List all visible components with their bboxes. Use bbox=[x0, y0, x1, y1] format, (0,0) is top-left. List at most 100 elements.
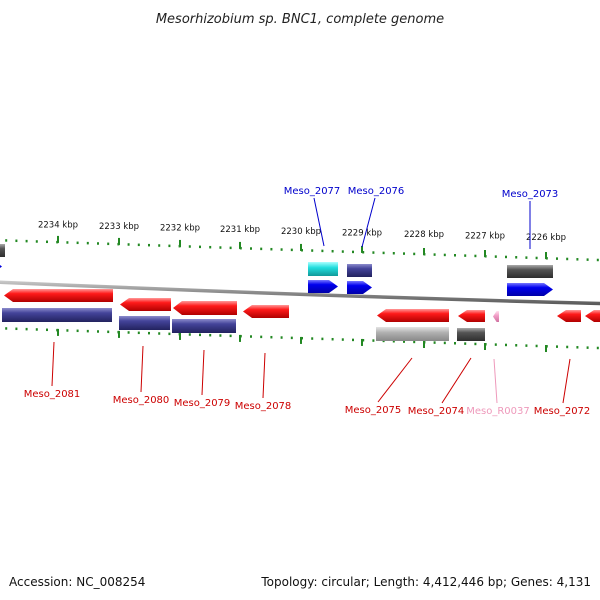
gene-feature bbox=[0, 244, 5, 257]
minor-tick bbox=[290, 336, 293, 340]
gene-label-meso-2081[interactable]: Meso_2081 bbox=[24, 389, 81, 400]
gene-label-meso-2076[interactable]: Meso_2076 bbox=[348, 186, 405, 197]
gene-feature bbox=[557, 310, 581, 322]
major-tick bbox=[361, 338, 363, 346]
minor-tick bbox=[372, 339, 375, 342]
major-tick bbox=[545, 252, 547, 260]
major-tick bbox=[423, 340, 425, 348]
minor-tick bbox=[566, 257, 569, 261]
minor-tick bbox=[362, 250, 365, 254]
minor-tick bbox=[5, 327, 8, 330]
outer-tick-row bbox=[5, 235, 599, 262]
gene-feature bbox=[585, 310, 600, 322]
major-tick bbox=[300, 336, 302, 344]
minor-tick bbox=[137, 243, 140, 247]
minor-tick bbox=[5, 239, 8, 242]
minor-tick bbox=[382, 251, 385, 255]
minor-tick bbox=[515, 256, 518, 259]
minor-tick bbox=[35, 240, 38, 243]
minor-tick bbox=[188, 333, 191, 336]
gene-label-meso-r0037[interactable]: Meso_R0037 bbox=[466, 406, 530, 417]
label-leader-line bbox=[51, 341, 55, 387]
major-tick bbox=[118, 237, 120, 245]
minor-tick bbox=[321, 249, 324, 253]
minor-tick bbox=[127, 243, 130, 246]
inner-tick-row bbox=[5, 327, 599, 353]
topology-text: Topology: circular; Length: 4,412,446 bp… bbox=[260, 575, 591, 589]
minor-tick bbox=[158, 244, 161, 247]
gene-label-meso-2072[interactable]: Meso_2072 bbox=[534, 406, 591, 417]
major-tick bbox=[239, 334, 241, 342]
minor-tick bbox=[362, 338, 365, 342]
minor-tick bbox=[127, 331, 130, 334]
minor-tick bbox=[403, 252, 405, 255]
minor-tick bbox=[392, 339, 395, 343]
minor-tick bbox=[505, 255, 507, 259]
major-tick bbox=[179, 239, 181, 247]
gene-label-meso-2073[interactable]: Meso_2073 bbox=[502, 189, 559, 200]
minor-tick bbox=[494, 343, 497, 346]
minor-tick bbox=[311, 337, 314, 340]
gene-label-meso-2074[interactable]: Meso_2074 bbox=[408, 406, 465, 417]
minor-tick bbox=[341, 338, 344, 341]
kbp-label: 2232 kbp bbox=[160, 224, 200, 234]
gene-feature bbox=[376, 327, 449, 341]
minor-tick bbox=[372, 251, 375, 254]
genome-backbone bbox=[0, 280, 600, 306]
minor-tick bbox=[250, 335, 252, 338]
gene-feature bbox=[347, 281, 372, 294]
minor-tick bbox=[586, 258, 589, 261]
gene-label-meso-2075[interactable]: Meso_2075 bbox=[345, 405, 402, 416]
minor-tick bbox=[515, 344, 518, 347]
kbp-label: 2227 kbp bbox=[465, 232, 505, 242]
map-title: Mesorhizobium sp. BNC1, complete genome bbox=[156, 12, 444, 27]
gene-feature bbox=[173, 301, 237, 315]
minor-tick bbox=[15, 239, 18, 243]
gene-feature bbox=[4, 289, 113, 302]
minor-tick bbox=[535, 256, 538, 260]
kbp-label: 2226 kbp bbox=[526, 233, 566, 243]
minor-tick bbox=[525, 344, 528, 347]
minor-tick bbox=[25, 327, 28, 331]
label-leader-line bbox=[140, 345, 144, 393]
minor-tick bbox=[66, 329, 69, 332]
gene-feature bbox=[243, 305, 289, 318]
minor-tick bbox=[494, 255, 497, 258]
minor-tick bbox=[76, 241, 79, 245]
minor-tick bbox=[352, 338, 354, 342]
minor-tick bbox=[464, 342, 467, 345]
minor-tick bbox=[566, 345, 569, 349]
minor-tick bbox=[199, 245, 201, 249]
label-leader-line bbox=[361, 197, 376, 248]
gene-feature bbox=[119, 316, 170, 330]
gene-labels: Meso_2077 Meso_2076 Meso_2073 Meso_2081 … bbox=[24, 186, 591, 417]
minor-tick bbox=[219, 334, 222, 337]
minor-tick bbox=[505, 343, 507, 347]
minor-tick bbox=[413, 252, 416, 256]
minor-tick bbox=[556, 257, 558, 260]
major-tick bbox=[57, 235, 59, 243]
gene-label-meso-2078[interactable]: Meso_2078 bbox=[235, 401, 292, 412]
minor-tick bbox=[474, 342, 477, 346]
gene-label-meso-2079[interactable]: Meso_2079 bbox=[174, 398, 231, 409]
minor-tick bbox=[596, 258, 599, 262]
minor-tick bbox=[15, 327, 18, 331]
minor-tick bbox=[270, 335, 273, 339]
major-tick bbox=[239, 241, 241, 249]
label-leader-line bbox=[441, 357, 472, 404]
gene-label-meso-2077[interactable]: Meso_2077 bbox=[284, 186, 341, 197]
major-tick bbox=[179, 332, 181, 340]
major-tick bbox=[118, 330, 120, 338]
minor-tick bbox=[168, 332, 171, 336]
minor-tick bbox=[311, 249, 314, 252]
accession-text: Accession: NC_008254 bbox=[9, 575, 145, 589]
gene-label-meso-2080[interactable]: Meso_2080 bbox=[113, 395, 170, 406]
minor-tick bbox=[270, 247, 273, 251]
minor-tick bbox=[576, 258, 579, 261]
minor-tick bbox=[76, 329, 79, 333]
minor-tick bbox=[260, 335, 263, 339]
minor-tick bbox=[199, 333, 201, 337]
minor-tick bbox=[148, 331, 150, 335]
minor-tick bbox=[97, 330, 99, 333]
